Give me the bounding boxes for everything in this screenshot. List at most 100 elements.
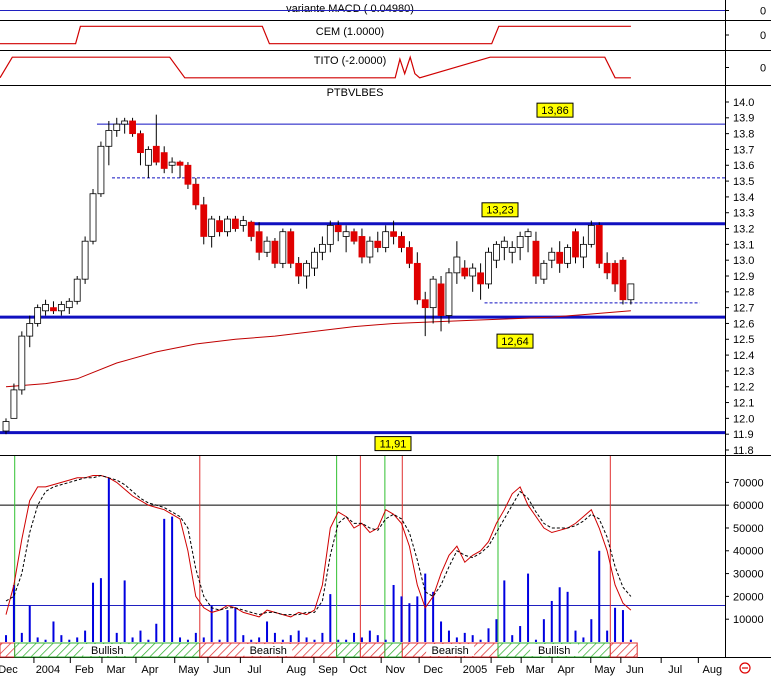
y-tick-label: 13.0: [733, 255, 754, 267]
volume-bar: [582, 637, 585, 642]
signal-band: [0, 642, 16, 658]
volume-bar: [542, 619, 545, 642]
candle-body: [113, 123, 121, 131]
x-tick-label: Feb: [496, 664, 515, 676]
oscillator-line: [5, 474, 632, 616]
candle-body: [26, 323, 34, 337]
candle-body: [10, 389, 18, 419]
volume-bar: [171, 516, 174, 642]
volume-bar: [44, 639, 47, 642]
candle-body: [595, 224, 603, 264]
volume-bar: [76, 637, 79, 642]
y-tick-label: 10000: [733, 614, 764, 626]
band-label-bg: [244, 644, 293, 656]
y-tick-label: 50000: [733, 523, 764, 535]
candle-body: [303, 262, 310, 277]
band-label: Bullish: [538, 645, 570, 657]
volume-bar: [455, 637, 458, 642]
candle-body: [485, 251, 492, 285]
volume-bar: [297, 630, 300, 642]
y-tick-label: 13.1: [733, 239, 754, 251]
y-tick-label: 70000: [733, 477, 764, 489]
level-label-box: [481, 202, 519, 218]
y-tick-label: 11.9: [733, 429, 754, 441]
volume-bar: [360, 637, 363, 642]
candle-body: [556, 251, 564, 264]
close-icon[interactable]: [739, 662, 751, 674]
candle-body: [603, 262, 611, 274]
candle-body: [358, 236, 366, 258]
level-label: 13,23: [486, 205, 514, 217]
y-tick-label: 14.0: [733, 97, 754, 109]
candle-body: [524, 231, 532, 237]
volume-bar: [155, 623, 158, 642]
volume-bar: [503, 580, 506, 642]
volume-bar: [621, 610, 624, 642]
volume-bar: [440, 621, 443, 642]
candle-body: [239, 220, 247, 226]
candle-body: [57, 304, 65, 312]
y-tick-label: 12.4: [733, 350, 754, 362]
candle-body: [176, 161, 184, 166]
volume-bar: [590, 619, 593, 642]
volume-bar: [226, 610, 229, 642]
volume-bar: [329, 594, 332, 642]
volume-bar: [28, 605, 31, 642]
candle-body: [34, 307, 42, 324]
volume-bar: [376, 635, 379, 642]
y-tick-label: 0: [760, 62, 766, 74]
candle-body: [295, 262, 303, 277]
volume-bar: [273, 632, 276, 642]
candle-body: [429, 278, 437, 309]
volume-bar: [511, 635, 514, 642]
candle-body: [137, 133, 144, 154]
volume-bar: [629, 639, 632, 642]
candle-body: [263, 240, 271, 253]
candle-body: [73, 278, 81, 302]
candle-body: [184, 164, 192, 185]
volume-bar: [337, 639, 340, 642]
candle-body: [168, 161, 176, 166]
candle-body: [152, 145, 160, 163]
volume-bar: [147, 639, 150, 642]
volume-bar: [313, 639, 316, 642]
volume-bar: [432, 591, 435, 642]
candle-body: [437, 283, 445, 316]
band-label-bg: [83, 644, 132, 656]
y-tick-label: 13.7: [733, 144, 754, 156]
level-label-box: [374, 436, 412, 452]
candle-body: [469, 267, 477, 277]
x-tick-label: Aug: [287, 664, 307, 676]
x-tick-label: Jul: [668, 664, 682, 676]
x-tick-label: Nov: [385, 664, 405, 676]
candle-body: [18, 335, 26, 391]
level-label-box: [496, 333, 534, 349]
volume-bar: [447, 630, 450, 642]
candle-body: [413, 262, 421, 301]
volume-bar: [392, 584, 395, 642]
volume-bar: [479, 639, 482, 642]
candle-body: [208, 218, 216, 237]
candle-body: [279, 231, 287, 264]
volume-bar: [321, 632, 324, 642]
volume-bar: [115, 632, 118, 642]
candle-body: [580, 243, 587, 258]
volume-bar: [258, 637, 261, 642]
candle-body: [247, 221, 255, 237]
candle-body: [326, 224, 334, 245]
y-tick-label: 13.2: [733, 223, 754, 235]
volume-bar: [210, 605, 213, 642]
volume-bar: [606, 630, 609, 642]
candle-body: [192, 183, 200, 206]
candle-body: [50, 307, 57, 312]
candle-body: [493, 243, 500, 261]
candle-body: [508, 247, 516, 253]
panel-title: CEM (1.0000): [316, 26, 384, 38]
band-label: Bearish: [431, 645, 468, 657]
volume-bar: [305, 637, 308, 642]
candle-body: [144, 149, 152, 166]
candle-body: [406, 247, 413, 264]
level-label: 12,64: [501, 336, 529, 348]
x-tick-label: Oct: [349, 664, 366, 676]
indicator-line: [0, 55, 631, 79]
